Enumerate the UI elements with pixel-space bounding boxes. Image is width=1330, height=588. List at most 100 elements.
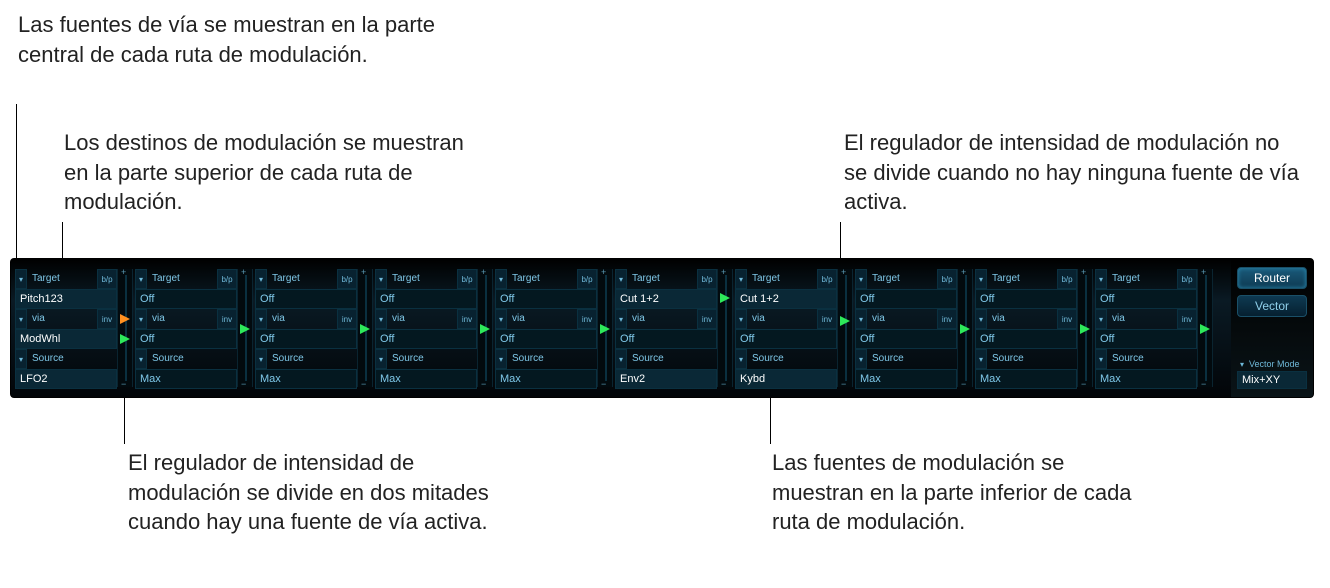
invert-button[interactable]: inv (697, 309, 717, 329)
source-dropdown-icon[interactable] (495, 349, 507, 369)
via-value[interactable]: Off (255, 329, 357, 349)
source-value[interactable]: Max (255, 369, 357, 389)
target-dropdown-icon[interactable] (615, 269, 627, 289)
via-dropdown-icon[interactable] (255, 309, 267, 329)
intensity-slider[interactable]: +− (597, 269, 613, 387)
source-value[interactable]: LFO2 (15, 369, 117, 389)
slider-handle[interactable] (120, 334, 130, 344)
slider-handle[interactable] (960, 324, 970, 334)
target-dropdown-icon[interactable] (255, 269, 267, 289)
via-value[interactable]: Off (735, 329, 837, 349)
target-value[interactable]: Pitch123 (15, 289, 117, 309)
target-dropdown-icon[interactable] (1095, 269, 1107, 289)
source-value[interactable]: Max (135, 369, 237, 389)
vector-mode-value[interactable]: Mix+XY (1237, 371, 1307, 389)
target-value[interactable]: Off (495, 289, 597, 309)
source-value[interactable]: Kybd (735, 369, 837, 389)
target-value[interactable]: Off (135, 289, 237, 309)
via-value[interactable]: Off (615, 329, 717, 349)
bypass-button[interactable]: b/p (337, 269, 357, 289)
bypass-button[interactable]: b/p (937, 269, 957, 289)
intensity-slider[interactable]: +− (477, 269, 493, 387)
via-dropdown-icon[interactable] (15, 309, 27, 329)
slider-handle[interactable] (600, 324, 610, 334)
source-dropdown-icon[interactable] (375, 349, 387, 369)
source-dropdown-icon[interactable] (135, 349, 147, 369)
intensity-slider[interactable]: +− (837, 269, 853, 387)
source-dropdown-icon[interactable] (735, 349, 747, 369)
source-value[interactable]: Max (495, 369, 597, 389)
intensity-slider[interactable]: +− (717, 269, 733, 387)
target-dropdown-icon[interactable] (375, 269, 387, 289)
source-value[interactable]: Max (975, 369, 1077, 389)
bypass-button[interactable]: b/p (97, 269, 117, 289)
source-dropdown-icon[interactable] (855, 349, 867, 369)
target-dropdown-icon[interactable] (855, 269, 867, 289)
bypass-button[interactable]: b/p (1057, 269, 1077, 289)
via-value[interactable]: Off (495, 329, 597, 349)
source-value[interactable]: Max (1095, 369, 1197, 389)
intensity-slider[interactable]: +− (1077, 269, 1093, 387)
slider-handle[interactable] (120, 314, 130, 324)
vector-button[interactable]: Vector (1237, 295, 1307, 317)
slider-handle[interactable] (840, 316, 850, 326)
slider-handle[interactable] (360, 324, 370, 334)
via-dropdown-icon[interactable] (615, 309, 627, 329)
target-value[interactable]: Off (975, 289, 1077, 309)
via-value[interactable]: Off (975, 329, 1077, 349)
bypass-button[interactable]: b/p (577, 269, 597, 289)
intensity-slider[interactable]: +− (117, 269, 133, 387)
invert-button[interactable]: inv (97, 309, 117, 329)
target-value[interactable]: Off (255, 289, 357, 309)
via-value[interactable]: ModWhl (15, 329, 117, 349)
intensity-slider[interactable]: +− (237, 269, 253, 387)
bypass-button[interactable]: b/p (457, 269, 477, 289)
slider-handle[interactable] (720, 293, 730, 303)
via-value[interactable]: Off (375, 329, 477, 349)
source-value[interactable]: Env2 (615, 369, 717, 389)
invert-button[interactable]: inv (1057, 309, 1077, 329)
slider-handle[interactable] (1200, 324, 1210, 334)
invert-button[interactable]: inv (217, 309, 237, 329)
target-value[interactable]: Off (1095, 289, 1197, 309)
via-dropdown-icon[interactable] (855, 309, 867, 329)
source-value[interactable]: Max (375, 369, 477, 389)
source-dropdown-icon[interactable] (1095, 349, 1107, 369)
invert-button[interactable]: inv (337, 309, 357, 329)
target-dropdown-icon[interactable] (495, 269, 507, 289)
via-value[interactable]: Off (135, 329, 237, 349)
target-dropdown-icon[interactable] (975, 269, 987, 289)
slider-handle[interactable] (240, 324, 250, 334)
dropdown-icon[interactable] (1237, 357, 1247, 371)
bypass-button[interactable]: b/p (1177, 269, 1197, 289)
via-value[interactable]: Off (855, 329, 957, 349)
intensity-slider[interactable]: +− (1197, 269, 1213, 387)
target-value[interactable]: Cut 1+2 (735, 289, 837, 309)
via-dropdown-icon[interactable] (1095, 309, 1107, 329)
bypass-button[interactable]: b/p (817, 269, 837, 289)
slider-handle[interactable] (480, 324, 490, 334)
slider-handle[interactable] (1080, 324, 1090, 334)
bypass-button[interactable]: b/p (217, 269, 237, 289)
source-value[interactable]: Max (855, 369, 957, 389)
via-dropdown-icon[interactable] (135, 309, 147, 329)
via-dropdown-icon[interactable] (975, 309, 987, 329)
source-dropdown-icon[interactable] (255, 349, 267, 369)
via-value[interactable]: Off (1095, 329, 1197, 349)
source-dropdown-icon[interactable] (615, 349, 627, 369)
via-dropdown-icon[interactable] (495, 309, 507, 329)
intensity-slider[interactable]: +− (357, 269, 373, 387)
target-dropdown-icon[interactable] (15, 269, 27, 289)
source-dropdown-icon[interactable] (975, 349, 987, 369)
invert-button[interactable]: inv (937, 309, 957, 329)
invert-button[interactable]: inv (457, 309, 477, 329)
target-value[interactable]: Off (855, 289, 957, 309)
target-value[interactable]: Off (375, 289, 477, 309)
invert-button[interactable]: inv (1177, 309, 1197, 329)
target-dropdown-icon[interactable] (735, 269, 747, 289)
intensity-slider[interactable]: +− (957, 269, 973, 387)
router-button[interactable]: Router (1237, 267, 1307, 289)
bypass-button[interactable]: b/p (697, 269, 717, 289)
source-dropdown-icon[interactable] (15, 349, 27, 369)
via-dropdown-icon[interactable] (735, 309, 747, 329)
